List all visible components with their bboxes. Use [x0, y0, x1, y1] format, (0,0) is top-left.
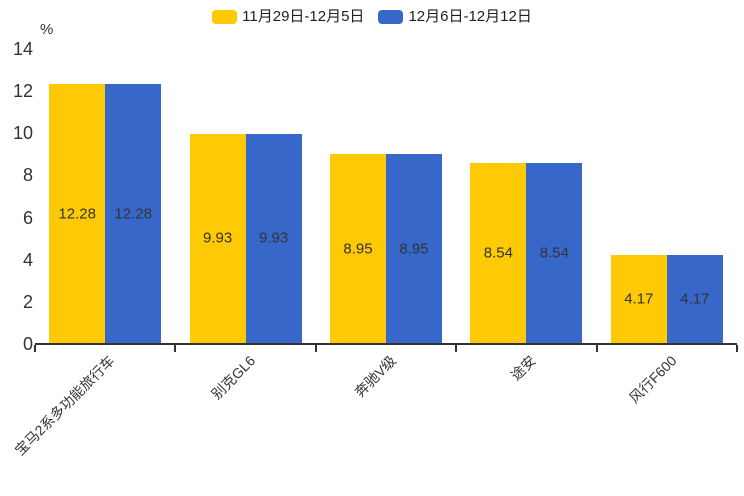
y-tick-label: 2 — [22, 291, 33, 312]
bar — [526, 163, 583, 343]
bar — [189, 133, 246, 343]
y-tick-label: 14 — [12, 39, 33, 59]
bar — [470, 163, 527, 343]
bar-value-label: 8.54 — [539, 244, 569, 262]
x-axis-tick — [314, 345, 317, 352]
bar — [49, 84, 106, 343]
bar-value-label: 4.17 — [680, 290, 710, 308]
x-category-label: 奔驰V级 — [351, 352, 399, 401]
bar-value-label: 12.28 — [114, 205, 152, 223]
legend-swatch-icon — [212, 9, 238, 24]
bar-value-label: 8.95 — [399, 240, 429, 258]
bar — [330, 154, 386, 343]
x-axis-tick — [455, 345, 458, 352]
legend-label: 12月6日-12月12日 — [408, 8, 532, 25]
legend-item-2[interactable]: 12月6日-12月12日 — [378, 8, 532, 25]
x-category-label: 风行F600 — [625, 352, 680, 407]
x-category-label: 宝马2系多功能旅行车 — [11, 352, 118, 459]
bar-value-label: 8.54 — [483, 244, 513, 262]
y-tick-label: 4 — [22, 249, 33, 270]
legend: 11月29日-12月5日 12月6日-12月12日 — [0, 8, 744, 25]
x-category-label: 别克GL6 — [208, 352, 259, 403]
bar-value-label: 4.17 — [624, 290, 654, 308]
bar — [245, 133, 302, 343]
bar — [666, 255, 723, 343]
bar-value-label: 12.28 — [58, 205, 96, 223]
legend-swatch-icon — [378, 9, 404, 24]
x-axis-tick — [595, 345, 598, 352]
legend-item-1[interactable]: 11月29日-12月5日 — [212, 8, 364, 25]
y-tick-label: 0 — [22, 334, 33, 354]
y-tick-label: 8 — [22, 165, 33, 186]
bar — [386, 154, 442, 343]
y-tick-label: 12 — [12, 81, 33, 102]
bar-value-label: 9.93 — [258, 229, 289, 247]
y-axis-unit-label: % — [40, 21, 54, 38]
x-axis-line — [35, 343, 737, 345]
y-tick-label: 6 — [22, 207, 33, 228]
x-axis-tick — [34, 345, 36, 352]
bar-value-label: 9.93 — [202, 229, 233, 247]
x-category-label: 途安 — [508, 352, 540, 384]
y-tick-label: 10 — [12, 123, 33, 144]
x-axis-tick — [174, 345, 177, 352]
bar-value-label: 8.95 — [343, 240, 373, 258]
legend-label: 11月29日-12月5日 — [242, 8, 365, 25]
bar — [610, 255, 667, 343]
x-axis-tick — [736, 345, 738, 352]
bar — [105, 84, 162, 343]
